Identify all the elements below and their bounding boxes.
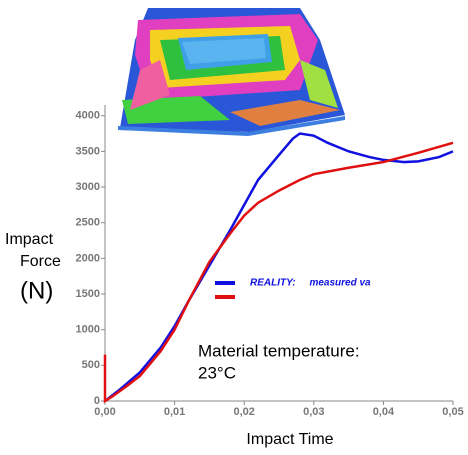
y-axis-label: Force xyxy=(20,253,61,270)
x-tick-label: 0,02 xyxy=(233,406,254,418)
y-tick-label: 2500 xyxy=(76,217,100,229)
x-tick-label: 0,01 xyxy=(164,406,185,418)
annotation: 23°C xyxy=(198,363,236,382)
x-tick-label: 0,04 xyxy=(373,406,395,418)
annotation: Material temperature: xyxy=(198,341,360,360)
y-tick-label: 3500 xyxy=(76,145,100,157)
y-tick-label: 4000 xyxy=(76,110,100,122)
y-axis-label: (N) xyxy=(20,277,53,304)
legend-label: REALITY: measured va xyxy=(250,278,371,289)
x-axis-label: Impact Time xyxy=(246,431,333,448)
line xyxy=(105,134,453,401)
line xyxy=(105,143,453,401)
y-axis-label: Impact xyxy=(5,231,54,248)
y-tick-label: 2000 xyxy=(76,252,100,264)
y-tick-label: 3000 xyxy=(76,181,100,193)
y-tick-label: 1000 xyxy=(76,324,100,336)
y-tick-label: 500 xyxy=(82,359,100,371)
x-tick-label: 0,00 xyxy=(94,406,115,418)
x-tick-label: 0,03 xyxy=(303,406,324,418)
chart: Impact Force (N) Impact Time Material te… xyxy=(0,0,468,450)
x-tick-label: 0,05 xyxy=(442,406,463,418)
y-tick-label: 1500 xyxy=(76,288,100,300)
tray-image xyxy=(118,8,345,136)
